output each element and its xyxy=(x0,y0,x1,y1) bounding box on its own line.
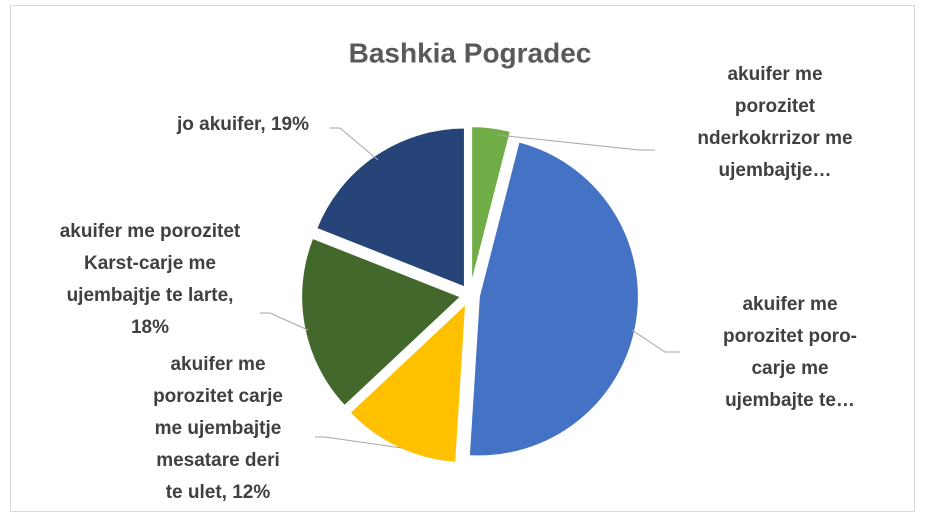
data-label: jo akuifer, 19% xyxy=(176,114,309,135)
data-label: Karst-carje me xyxy=(84,253,216,274)
leader-line xyxy=(315,436,403,449)
pie-slice xyxy=(300,236,463,408)
leader-line xyxy=(631,329,680,353)
leader-line xyxy=(496,134,655,151)
leader-line xyxy=(260,312,309,331)
data-label: carje me xyxy=(751,358,828,379)
data-label: porozitet carje xyxy=(153,386,283,407)
data-label: nderkokrrizor me xyxy=(697,128,852,149)
data-label: porozitet xyxy=(735,96,816,117)
chart-title: Bashkia Pogradec xyxy=(349,37,592,68)
data-label: akuifer me xyxy=(170,354,265,375)
data-label: mesatare deri xyxy=(156,450,280,471)
pie-slice xyxy=(470,125,513,287)
pie-slice xyxy=(467,140,640,458)
data-label: ujembajtje… xyxy=(719,160,832,181)
data-label: akuifer me xyxy=(742,294,837,315)
leader-line xyxy=(330,127,379,161)
data-label: ujembajtje te larte, xyxy=(67,285,234,306)
data-label: ujembajte te… xyxy=(725,390,855,411)
data-label: porozitet poro- xyxy=(723,326,857,347)
pie-slice xyxy=(314,126,466,290)
data-label: 18% xyxy=(131,317,169,338)
data-label: akuifer me porozitet xyxy=(60,221,241,242)
data-label: akuifer me xyxy=(727,64,822,85)
data-label: te ulet, 12% xyxy=(166,482,271,503)
data-label: me ujembajtje xyxy=(155,418,282,439)
